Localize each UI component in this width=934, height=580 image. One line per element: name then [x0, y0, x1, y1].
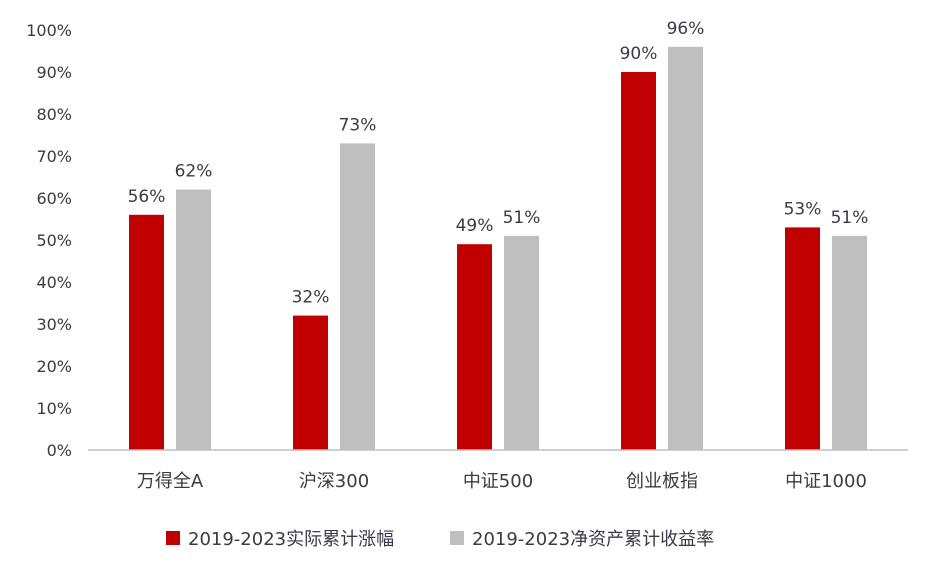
- bar-actual-gain: [785, 227, 820, 450]
- bar-roe: [340, 143, 375, 450]
- y-tick-label: 20%: [36, 357, 72, 376]
- bar-roe: [176, 189, 211, 450]
- bar-actual-gain: [621, 72, 656, 450]
- legend: 2019-2023实际累计涨幅 2019-2023净资产累计收益率: [166, 529, 714, 550]
- data-label: 49%: [456, 216, 494, 236]
- bar-roe: [832, 235, 867, 450]
- data-label: 32%: [292, 288, 330, 308]
- legend-label: 2019-2023净资产累计收益率: [472, 529, 714, 550]
- y-tick-label: 10%: [36, 399, 72, 418]
- y-axis: 0% 10% 20% 30% 40% 50% 60% 70% 80% 90% 100%: [26, 21, 72, 460]
- data-label: 96%: [667, 19, 705, 39]
- y-tick-label: 90%: [36, 63, 72, 82]
- y-tick-label: 70%: [36, 147, 72, 166]
- y-tick-label: 60%: [36, 189, 72, 208]
- x-tick-label: 万得全A: [137, 471, 204, 492]
- x-tick-label: 中证500: [463, 471, 533, 492]
- data-label: 51%: [503, 208, 541, 228]
- legend-swatch: [450, 531, 464, 545]
- y-tick-label: 100%: [26, 21, 72, 40]
- x-tick-label: 沪深300: [299, 471, 369, 492]
- bar-actual-gain: [293, 315, 328, 450]
- y-tick-label: 30%: [36, 315, 72, 334]
- data-label: 90%: [620, 44, 658, 64]
- bar-roe: [504, 235, 539, 450]
- x-tick-label: 创业板指: [626, 471, 698, 492]
- data-label: 62%: [175, 162, 213, 182]
- bar-actual-gain: [457, 244, 492, 450]
- data-label: 51%: [831, 208, 869, 228]
- data-label: 53%: [784, 199, 822, 219]
- legend-label: 2019-2023实际累计涨幅: [188, 529, 394, 550]
- y-tick-label: 80%: [36, 105, 72, 124]
- legend-swatch: [166, 531, 180, 545]
- bar-actual-gain: [129, 214, 164, 450]
- x-tick-label: 中证1000: [785, 471, 867, 492]
- y-tick-label: 0%: [47, 441, 72, 460]
- bar-roe: [668, 46, 703, 451]
- data-label: 56%: [128, 187, 166, 207]
- data-label: 73%: [339, 115, 377, 135]
- y-tick-label: 40%: [36, 273, 72, 292]
- y-tick-label: 50%: [36, 231, 72, 250]
- x-axis: 万得全A 沪深300 中证500 创业板指 中证1000: [137, 471, 867, 492]
- bars: 56% 62% 32% 73% 49% 51% 90% 96% 53% 51%: [128, 19, 869, 451]
